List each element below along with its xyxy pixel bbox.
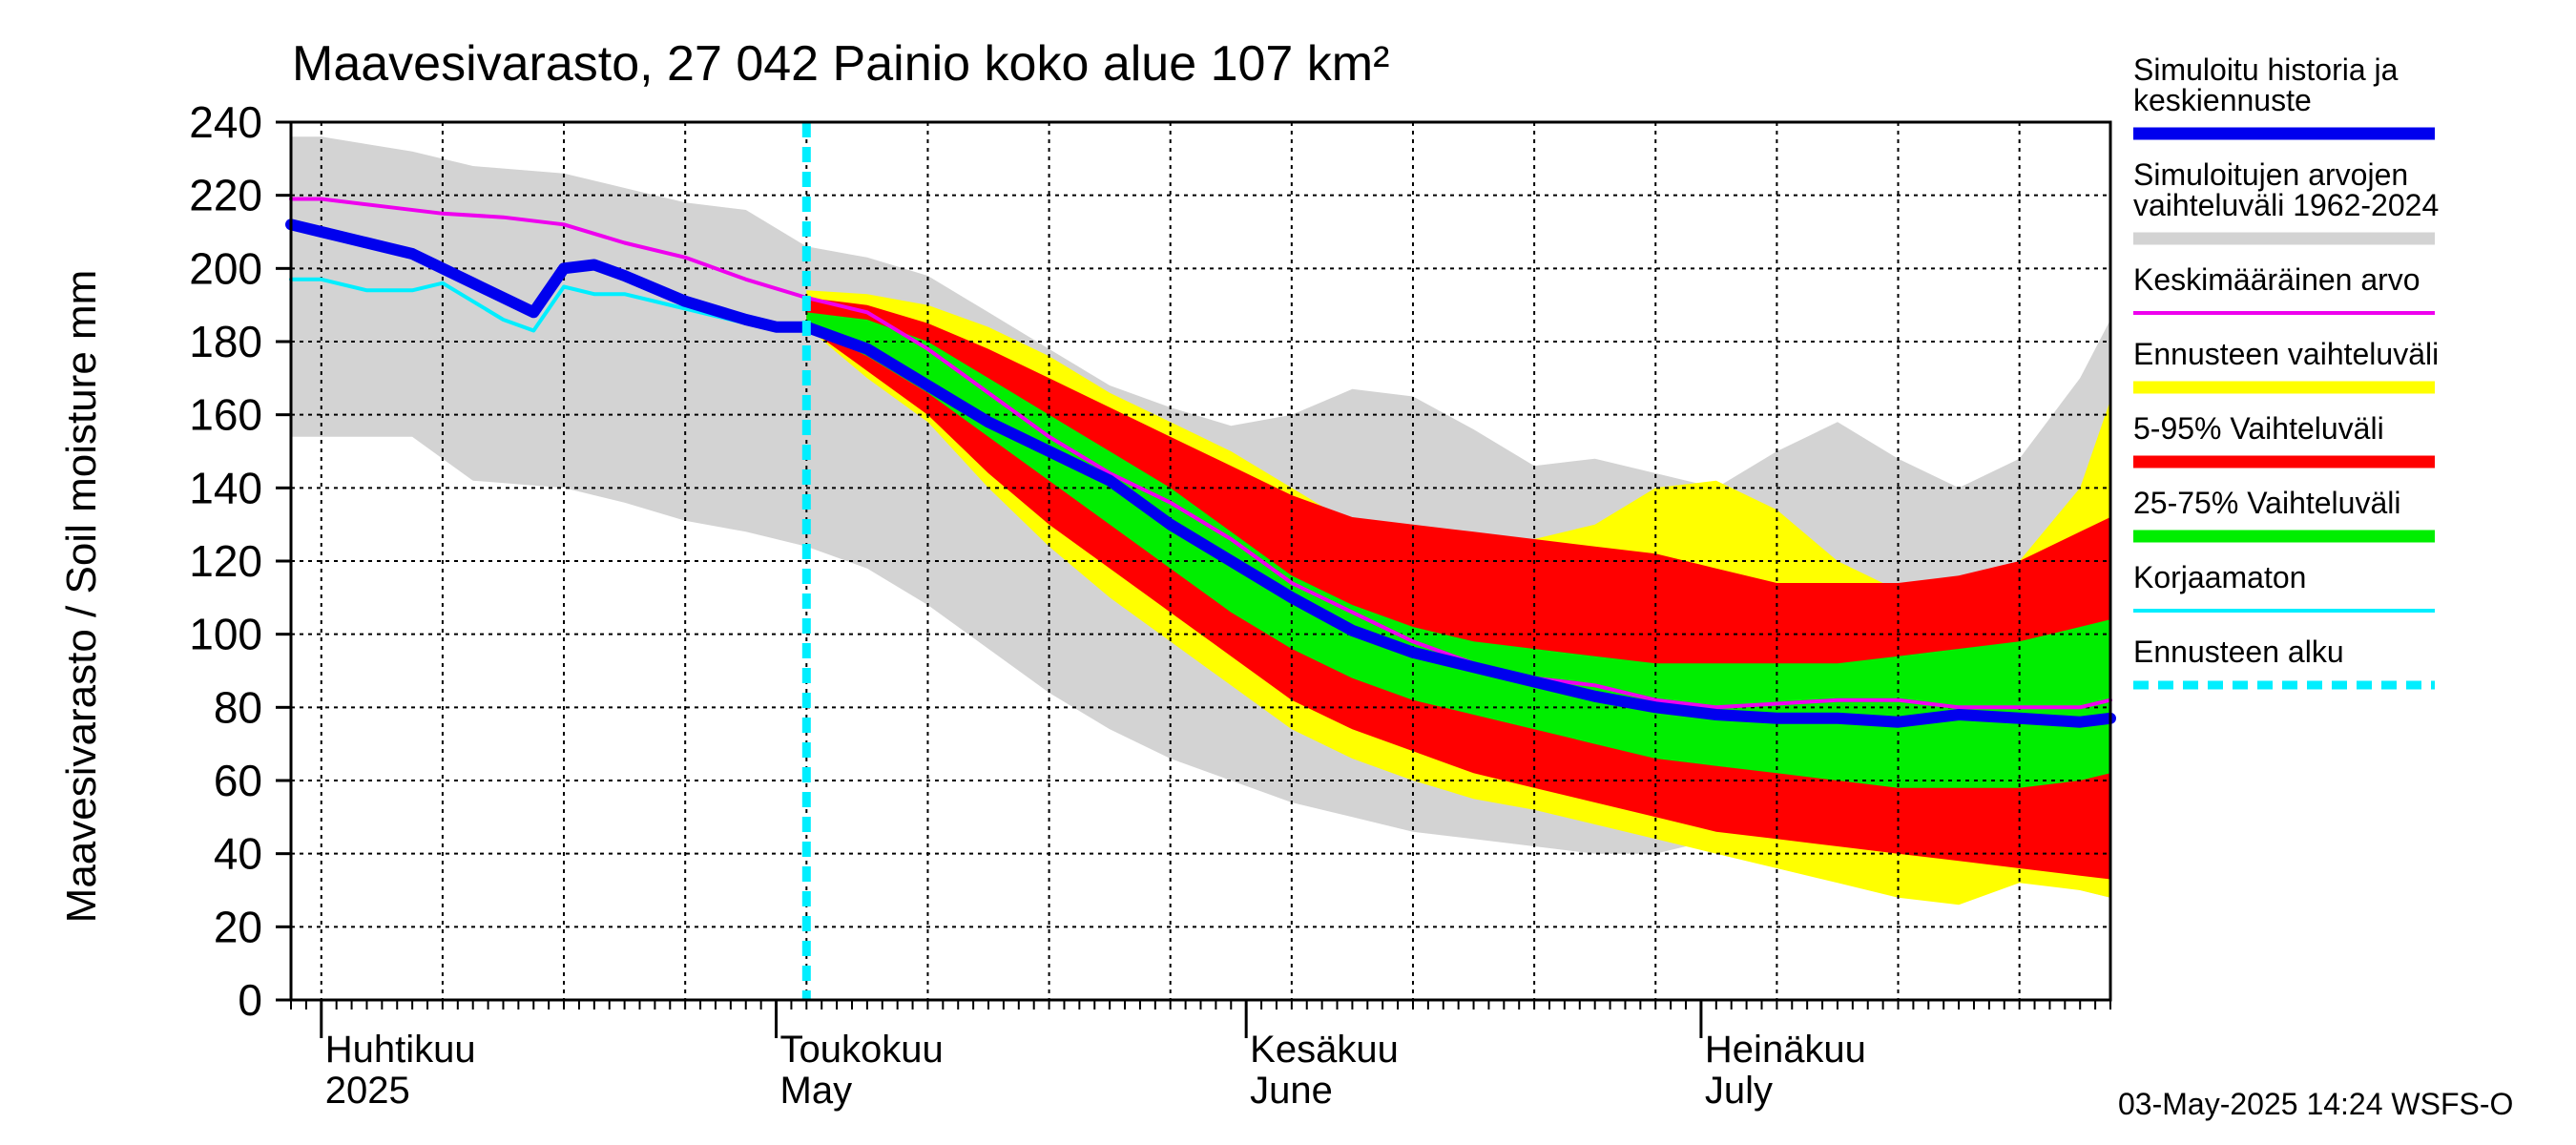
month-label: Heinäkuu [1705, 1029, 1866, 1071]
legend-label: Simuloitujen arvojen [2133, 157, 2408, 192]
mean-line [289, 197, 2112, 710]
legend-label: vaihteluväli 1962-2024 [2133, 188, 2439, 222]
line-layer [285, 122, 2116, 1000]
y-tick-label: 20 [214, 902, 262, 951]
month-label: Huhtikuu [325, 1029, 476, 1071]
y-tick-label: 240 [189, 97, 262, 147]
month-sublabel: May [780, 1070, 853, 1112]
y-tick-label: 60 [214, 756, 262, 805]
chart-title: Maavesivarasto, 27 042 Painio koko alue … [292, 36, 1389, 92]
month-sublabel: July [1705, 1070, 1773, 1112]
month-sublabel: 2025 [325, 1070, 410, 1112]
y-tick-label: 0 [238, 975, 262, 1025]
month-label: Toukokuu [780, 1029, 944, 1071]
axes-layer: 0 20 40 60 80 100 120 140 160 180 200 220 240 Huhtiku… [189, 97, 2112, 1112]
grid-layer [291, 122, 2110, 1000]
legend-label: 5-95% Vaihteluväli [2133, 411, 2384, 446]
simulated-line [285, 219, 2116, 728]
legend-label: 25-75% Vaihteluväli [2133, 486, 2400, 520]
legend-label: Ennusteen alku [2133, 635, 2344, 669]
y-tick-label: 140 [189, 463, 262, 512]
y-tick-label: 40 [214, 829, 262, 879]
legend-label: Korjaamaton [2133, 560, 2306, 594]
y-tick-label: 220 [189, 171, 262, 220]
month-label: Kesäkuu [1250, 1029, 1399, 1071]
legend-label: keskiennuste [2133, 83, 2312, 117]
y-tick-label: 180 [189, 317, 262, 366]
legend-label: Simuloitu historia ja [2133, 52, 2399, 87]
y-tick-label: 200 [189, 243, 262, 293]
y-axis-label: Maavesivarasto / Soil moisture mm [58, 270, 105, 924]
uncorrected-line [289, 277, 779, 333]
p25-75-band [806, 312, 2110, 788]
legend-label: Ennusteen vaihteluväli [2133, 337, 2439, 371]
y-tick-label: 80 [214, 682, 262, 732]
legend-label: Keskimääräinen arvo [2133, 262, 2420, 297]
y-tick-label: 160 [189, 390, 262, 440]
month-sublabel: June [1250, 1070, 1333, 1112]
timestamp: 03-May-2025 14:24 WSFS-O [2118, 1087, 2513, 1121]
y-tick-label: 120 [189, 536, 262, 586]
y-tick-label: 100 [189, 610, 262, 659]
